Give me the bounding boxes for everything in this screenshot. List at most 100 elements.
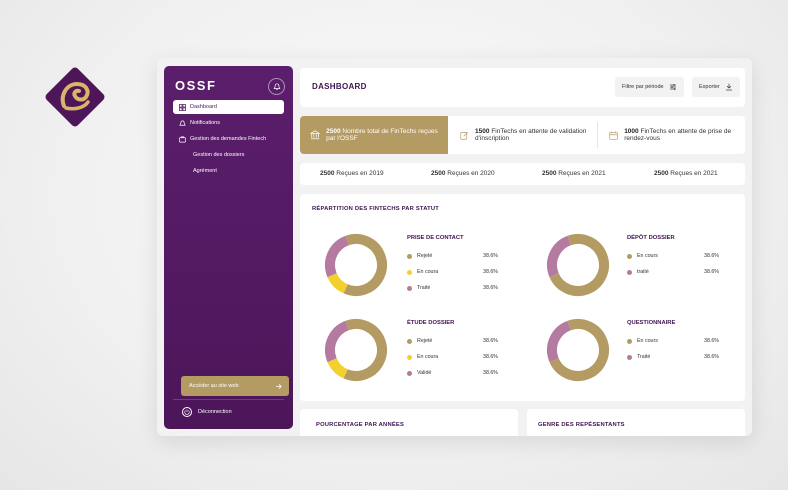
calendar-icon [609,131,618,140]
legend-value: 38.6% [704,253,720,259]
year-stat-2021-b: 2500 Reçues en 2021 [654,170,718,177]
bell-icon [179,120,186,126]
visit-website-label: Accéder au site web [189,383,239,389]
grid-icon [179,103,186,111]
year-stat-2020: 2500 Reçues en 2020 [431,170,495,177]
legend-dot [407,253,412,259]
export-button[interactable]: Exporter [692,77,740,97]
legend-dot [407,354,412,360]
header-bar: DASHBOARD Filtre par période Exporter [300,68,745,107]
legend-dot [407,285,412,291]
donut-segment-rejeté [325,234,387,296]
legend-item: Validé [407,370,431,376]
block-title: ÉTUDE DOSSIER [407,320,455,326]
stat-text: 2500 Nombre total de FinTechs reçues par… [326,128,448,142]
legend-label: En cours [637,338,658,344]
stat-total-fintechs: 2500 Nombre total de FinTechs reçues par… [300,116,448,154]
brand-logo-badge [45,67,105,127]
donut-segment-rejeté [325,319,387,381]
stats-card: 2500 Nombre total de FinTechs reçues par… [300,116,745,154]
stat-label: FinTechs en attente de validation d'insc… [475,128,587,142]
power-icon [182,407,192,417]
notification-bell-button[interactable] [268,78,285,95]
download-icon [725,83,732,91]
donut-segment-en-cours [547,319,609,381]
legend-item: traité [627,269,649,275]
stat-attente-validation: 1500 FinTechs en attente de validation d… [450,116,596,154]
logout-label: Déconnection [198,409,232,415]
legend-dot [407,338,412,344]
legend-dot [627,338,632,344]
filter-period-button[interactable]: Filtre par période [615,77,684,97]
legend-label: En coura [417,269,439,275]
percentage-by-year-card: POURCENTAGE PAR ANNÉES [300,409,518,436]
year-stat-2019: 2500 Reçues en 2019 [320,170,384,177]
legend-value: 38.6% [483,285,499,291]
year-value: 2500 [542,170,557,177]
stat-divider [597,122,598,148]
legend-item: En cours [627,338,658,344]
page-title: DASHBOARD [312,82,367,91]
year-value: 2500 [654,170,669,177]
legend-dot [627,253,632,259]
legend-value: 38.6% [483,269,499,275]
legend-item: Rejeté [407,338,432,344]
legend-item: Traité [407,285,430,291]
sidebar-item-label: Notifications [190,120,220,126]
bank-icon [310,130,321,140]
stat-text: 1000 FinTechs en attente de prise de ren… [624,128,745,142]
legend-label: Rejeté [417,338,433,344]
donut-depot-dossier [547,234,609,296]
brand-name: OSSF [175,78,217,93]
legend-label: Rejeté [417,253,433,259]
stat-text: 1500 FinTechs en attente de validation d… [475,128,596,142]
year-label: Reçues en 2020 [447,170,495,177]
donut-segment-en-cours [547,234,609,296]
sliders-icon [669,84,676,90]
year-value: 2500 [431,170,446,177]
sidebar-item-gestion-demandes[interactable]: Gestion des demandes Fintech [173,132,284,146]
legend-dot [407,370,412,376]
sidebar-item-label: Dashboard [190,104,217,110]
visit-website-button[interactable]: Accéder au site web [181,376,289,396]
donut-prise-contact [325,234,387,296]
stat-value: 1500 [475,128,490,135]
stat-label: Nombre total de FinTechs reçues par l'OS… [326,128,438,142]
legend-value: 38.6% [483,253,499,259]
legend-dot [627,354,632,360]
donut-etude-dossier [325,319,387,381]
year-label: Reçues en 2021 [670,170,718,177]
percentage-by-year-title: POURCENTAGE PAR ANNÉES [316,422,405,428]
stat-value: 2500 [326,128,341,135]
logout-button[interactable]: Déconnection [182,407,232,417]
legend-value: 38.6% [483,338,499,344]
legend-value: 38.6% [704,338,720,344]
repartition-title: RÉPARTITION DES FINTECHS PAR STATUT [312,206,440,212]
legend-dot [627,269,632,275]
legend-value: 38.6% [483,354,499,360]
sidebar-subitem-agrement[interactable]: Agrément [193,168,217,174]
sidebar-subitem-gestion-dossiers[interactable]: Gestion des dossiers [193,152,245,158]
year-value: 2500 [320,170,335,177]
sidebar-divider [173,399,284,400]
year-label: Reçues en 2019 [336,170,384,177]
sidebar: OSSF Dashboard Notifications Gestion des… [164,66,293,429]
legend-value: 38.6% [704,354,720,360]
folder-icon [179,136,186,142]
block-title: QUESTIONNAIRE [627,320,676,326]
legend-item: En coura [407,269,438,275]
arrow-right-icon [275,383,282,389]
years-bar: 2500 Reçues en 2019 2500 Reçues en 2020 … [300,163,745,185]
legend-item: Rejeté [407,253,432,259]
legend-item: En cours [627,253,658,259]
legend-value: 38.6% [704,269,720,275]
stat-attente-rdv: 1000 FinTechs en attente de prise de ren… [599,116,745,154]
legend-value: 38.6% [483,370,499,376]
legend-label: En coura [417,354,439,360]
legend-label: traité [637,269,649,275]
legend-label: Validé [417,370,432,376]
year-stat-2021: 2500 Reçues en 2021 [542,170,606,177]
sidebar-item-dashboard[interactable]: Dashboard [173,100,284,114]
gender-card: GENRE DES REPÉSENTANTS [527,409,745,436]
sidebar-item-notifications[interactable]: Notifications [173,116,284,130]
